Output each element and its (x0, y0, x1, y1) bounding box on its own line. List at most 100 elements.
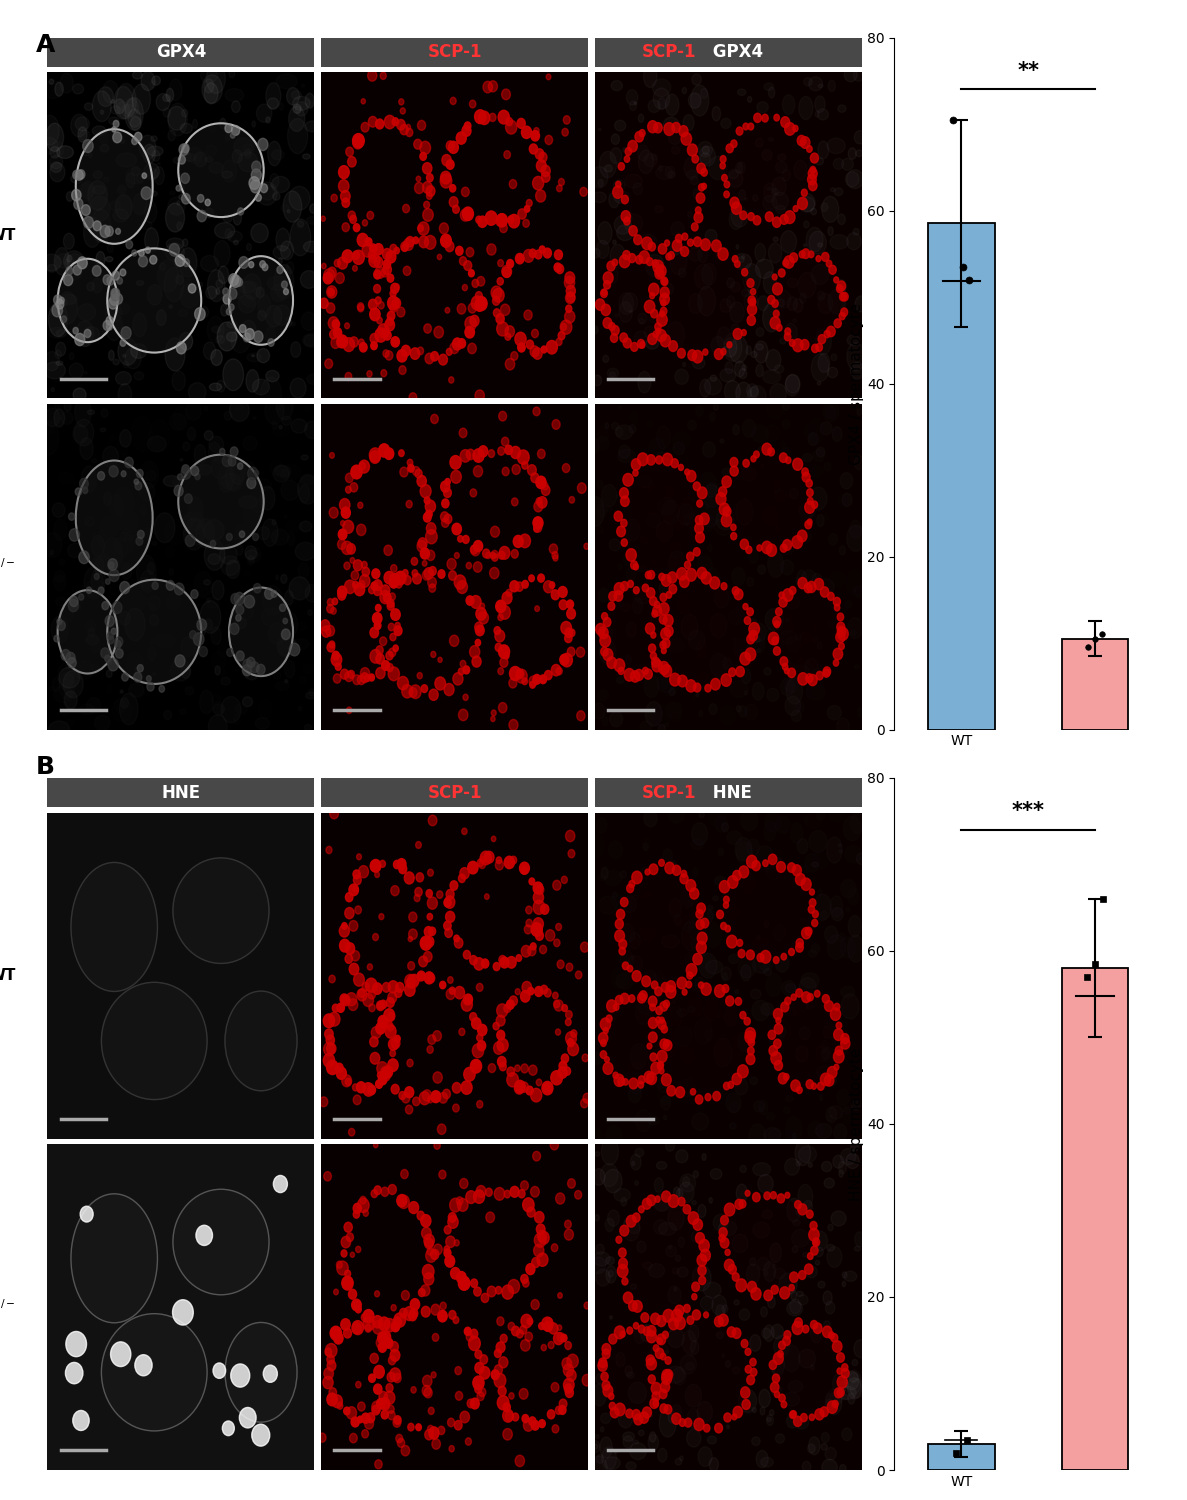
Ellipse shape (742, 364, 747, 370)
Ellipse shape (290, 578, 310, 600)
Ellipse shape (66, 662, 70, 669)
Ellipse shape (106, 682, 113, 694)
Ellipse shape (199, 690, 214, 714)
Circle shape (515, 1455, 525, 1467)
Ellipse shape (631, 1161, 635, 1166)
Circle shape (420, 1215, 431, 1227)
Circle shape (499, 550, 504, 560)
Circle shape (634, 564, 639, 570)
Circle shape (389, 573, 400, 586)
Circle shape (358, 865, 368, 877)
Ellipse shape (246, 550, 258, 560)
Circle shape (491, 550, 497, 558)
Circle shape (614, 658, 624, 672)
Circle shape (507, 1000, 514, 1010)
Ellipse shape (639, 537, 648, 544)
Circle shape (601, 290, 608, 297)
Circle shape (512, 465, 520, 474)
Ellipse shape (611, 134, 620, 144)
Ellipse shape (804, 916, 815, 930)
Circle shape (329, 975, 335, 982)
Ellipse shape (226, 465, 243, 490)
Ellipse shape (821, 1161, 832, 1172)
Ellipse shape (280, 242, 293, 260)
Ellipse shape (699, 711, 703, 717)
Ellipse shape (806, 687, 813, 698)
Circle shape (344, 322, 349, 328)
Circle shape (393, 1317, 401, 1326)
Ellipse shape (605, 423, 609, 429)
Ellipse shape (829, 534, 838, 544)
Circle shape (420, 548, 430, 560)
Ellipse shape (766, 974, 782, 996)
Ellipse shape (817, 642, 821, 650)
Ellipse shape (758, 1100, 768, 1114)
Ellipse shape (748, 627, 764, 654)
Circle shape (677, 976, 686, 988)
Ellipse shape (751, 639, 766, 654)
Circle shape (236, 615, 241, 621)
Ellipse shape (635, 586, 652, 604)
Ellipse shape (608, 1270, 614, 1276)
Circle shape (624, 669, 635, 681)
Circle shape (533, 348, 542, 360)
Circle shape (362, 1413, 370, 1424)
Ellipse shape (686, 171, 698, 180)
Circle shape (729, 1264, 736, 1274)
Circle shape (480, 603, 484, 609)
Ellipse shape (256, 104, 272, 123)
Ellipse shape (185, 153, 191, 162)
Circle shape (477, 276, 484, 286)
Ellipse shape (753, 934, 768, 948)
Ellipse shape (655, 1041, 665, 1056)
Ellipse shape (764, 812, 781, 831)
Circle shape (569, 496, 575, 502)
Ellipse shape (824, 462, 831, 471)
Circle shape (389, 303, 396, 312)
Ellipse shape (831, 188, 836, 192)
Ellipse shape (59, 668, 80, 688)
Circle shape (565, 628, 573, 638)
Circle shape (560, 324, 566, 330)
Circle shape (754, 112, 761, 123)
Ellipse shape (291, 342, 300, 357)
Ellipse shape (158, 514, 161, 520)
Circle shape (337, 1402, 343, 1408)
Ellipse shape (846, 342, 865, 370)
Ellipse shape (646, 422, 654, 428)
Circle shape (609, 1402, 616, 1410)
Ellipse shape (100, 144, 109, 152)
Ellipse shape (611, 894, 623, 906)
Circle shape (356, 1382, 361, 1388)
Ellipse shape (753, 1162, 770, 1176)
Ellipse shape (672, 432, 690, 450)
Circle shape (341, 520, 345, 526)
Circle shape (529, 878, 534, 885)
Ellipse shape (842, 1281, 845, 1287)
Circle shape (639, 251, 649, 264)
Ellipse shape (221, 676, 230, 686)
Circle shape (376, 646, 383, 654)
Ellipse shape (699, 954, 717, 978)
Circle shape (391, 564, 396, 573)
Circle shape (408, 1202, 419, 1214)
Ellipse shape (611, 968, 628, 988)
Circle shape (731, 524, 736, 531)
Ellipse shape (128, 110, 141, 128)
Circle shape (450, 634, 458, 646)
Circle shape (608, 602, 615, 610)
Circle shape (696, 516, 703, 525)
Ellipse shape (630, 411, 637, 424)
Circle shape (336, 1262, 342, 1269)
Circle shape (452, 206, 459, 213)
Circle shape (666, 981, 675, 992)
Circle shape (418, 120, 426, 130)
Ellipse shape (235, 604, 253, 619)
Ellipse shape (229, 588, 293, 676)
Circle shape (334, 1288, 338, 1294)
Ellipse shape (780, 338, 786, 344)
Ellipse shape (235, 704, 248, 714)
Circle shape (470, 315, 480, 327)
Circle shape (798, 135, 806, 146)
Bar (1061, 969, 1129, 1470)
